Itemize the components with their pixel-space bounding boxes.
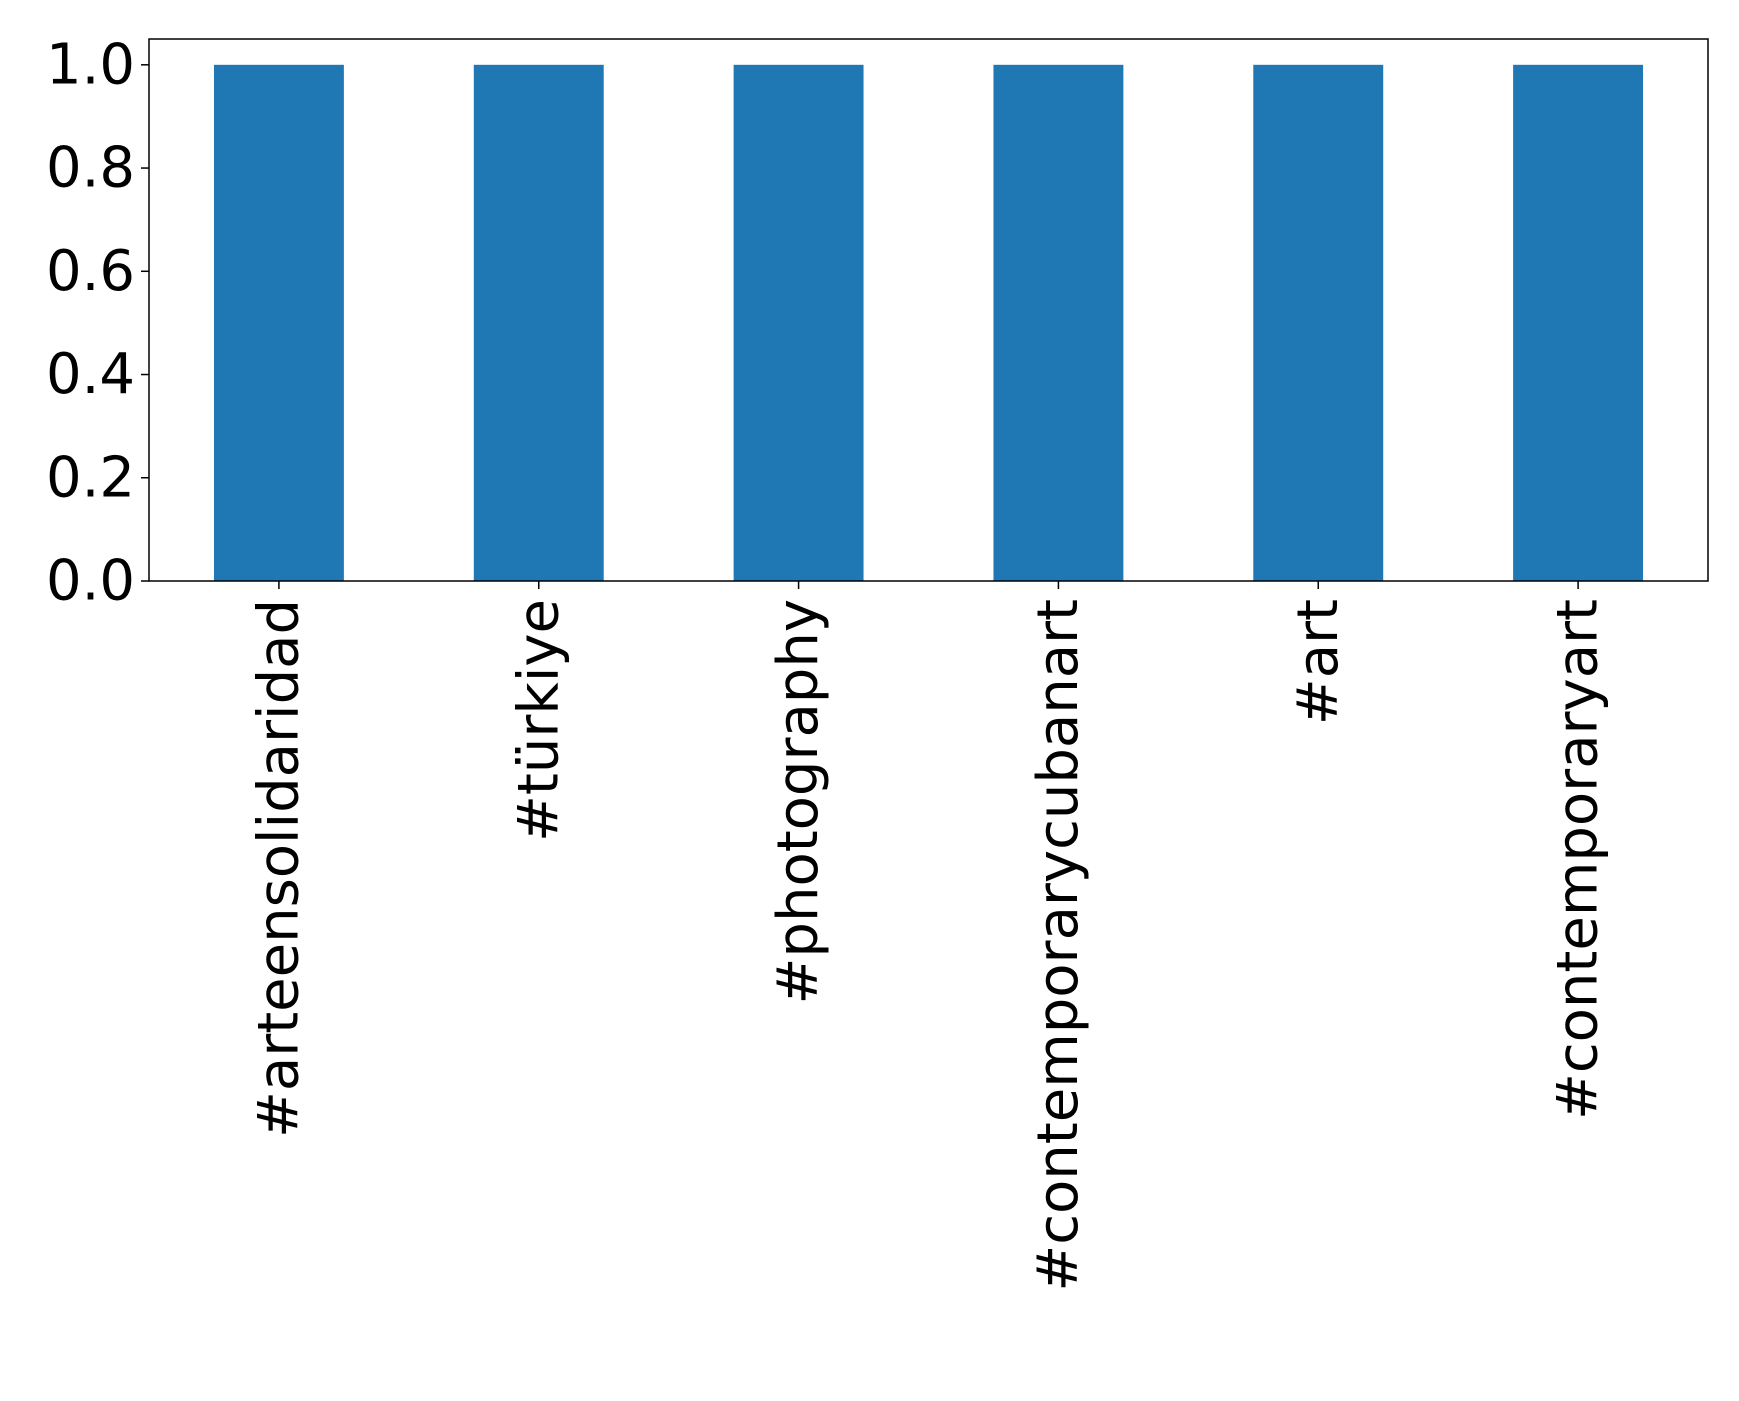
bar <box>1513 64 1644 582</box>
y-tick-label: 0.6 <box>46 239 135 304</box>
y-tick-label: 0.8 <box>46 136 135 201</box>
y-tick-label: 1.0 <box>46 32 135 97</box>
x-tick-label: #art <box>1286 599 1351 725</box>
x-tick-label: #contemporarycubanart <box>1026 599 1091 1292</box>
bar <box>213 64 344 582</box>
y-tick-label: 0.0 <box>46 549 135 614</box>
x-tick-label: #arteensolidaridad <box>246 599 311 1138</box>
x-tick-label: #contemporaryart <box>1546 599 1611 1120</box>
y-tick-label: 0.2 <box>46 445 135 510</box>
bar <box>993 64 1124 582</box>
bar <box>473 64 604 582</box>
bar <box>1253 64 1384 582</box>
x-tick-label: #photography <box>766 599 831 1005</box>
plot-frame <box>148 38 1709 582</box>
bar <box>733 64 864 582</box>
x-tick-label: #türkiye <box>506 599 571 842</box>
y-tick-label: 0.4 <box>46 342 135 407</box>
